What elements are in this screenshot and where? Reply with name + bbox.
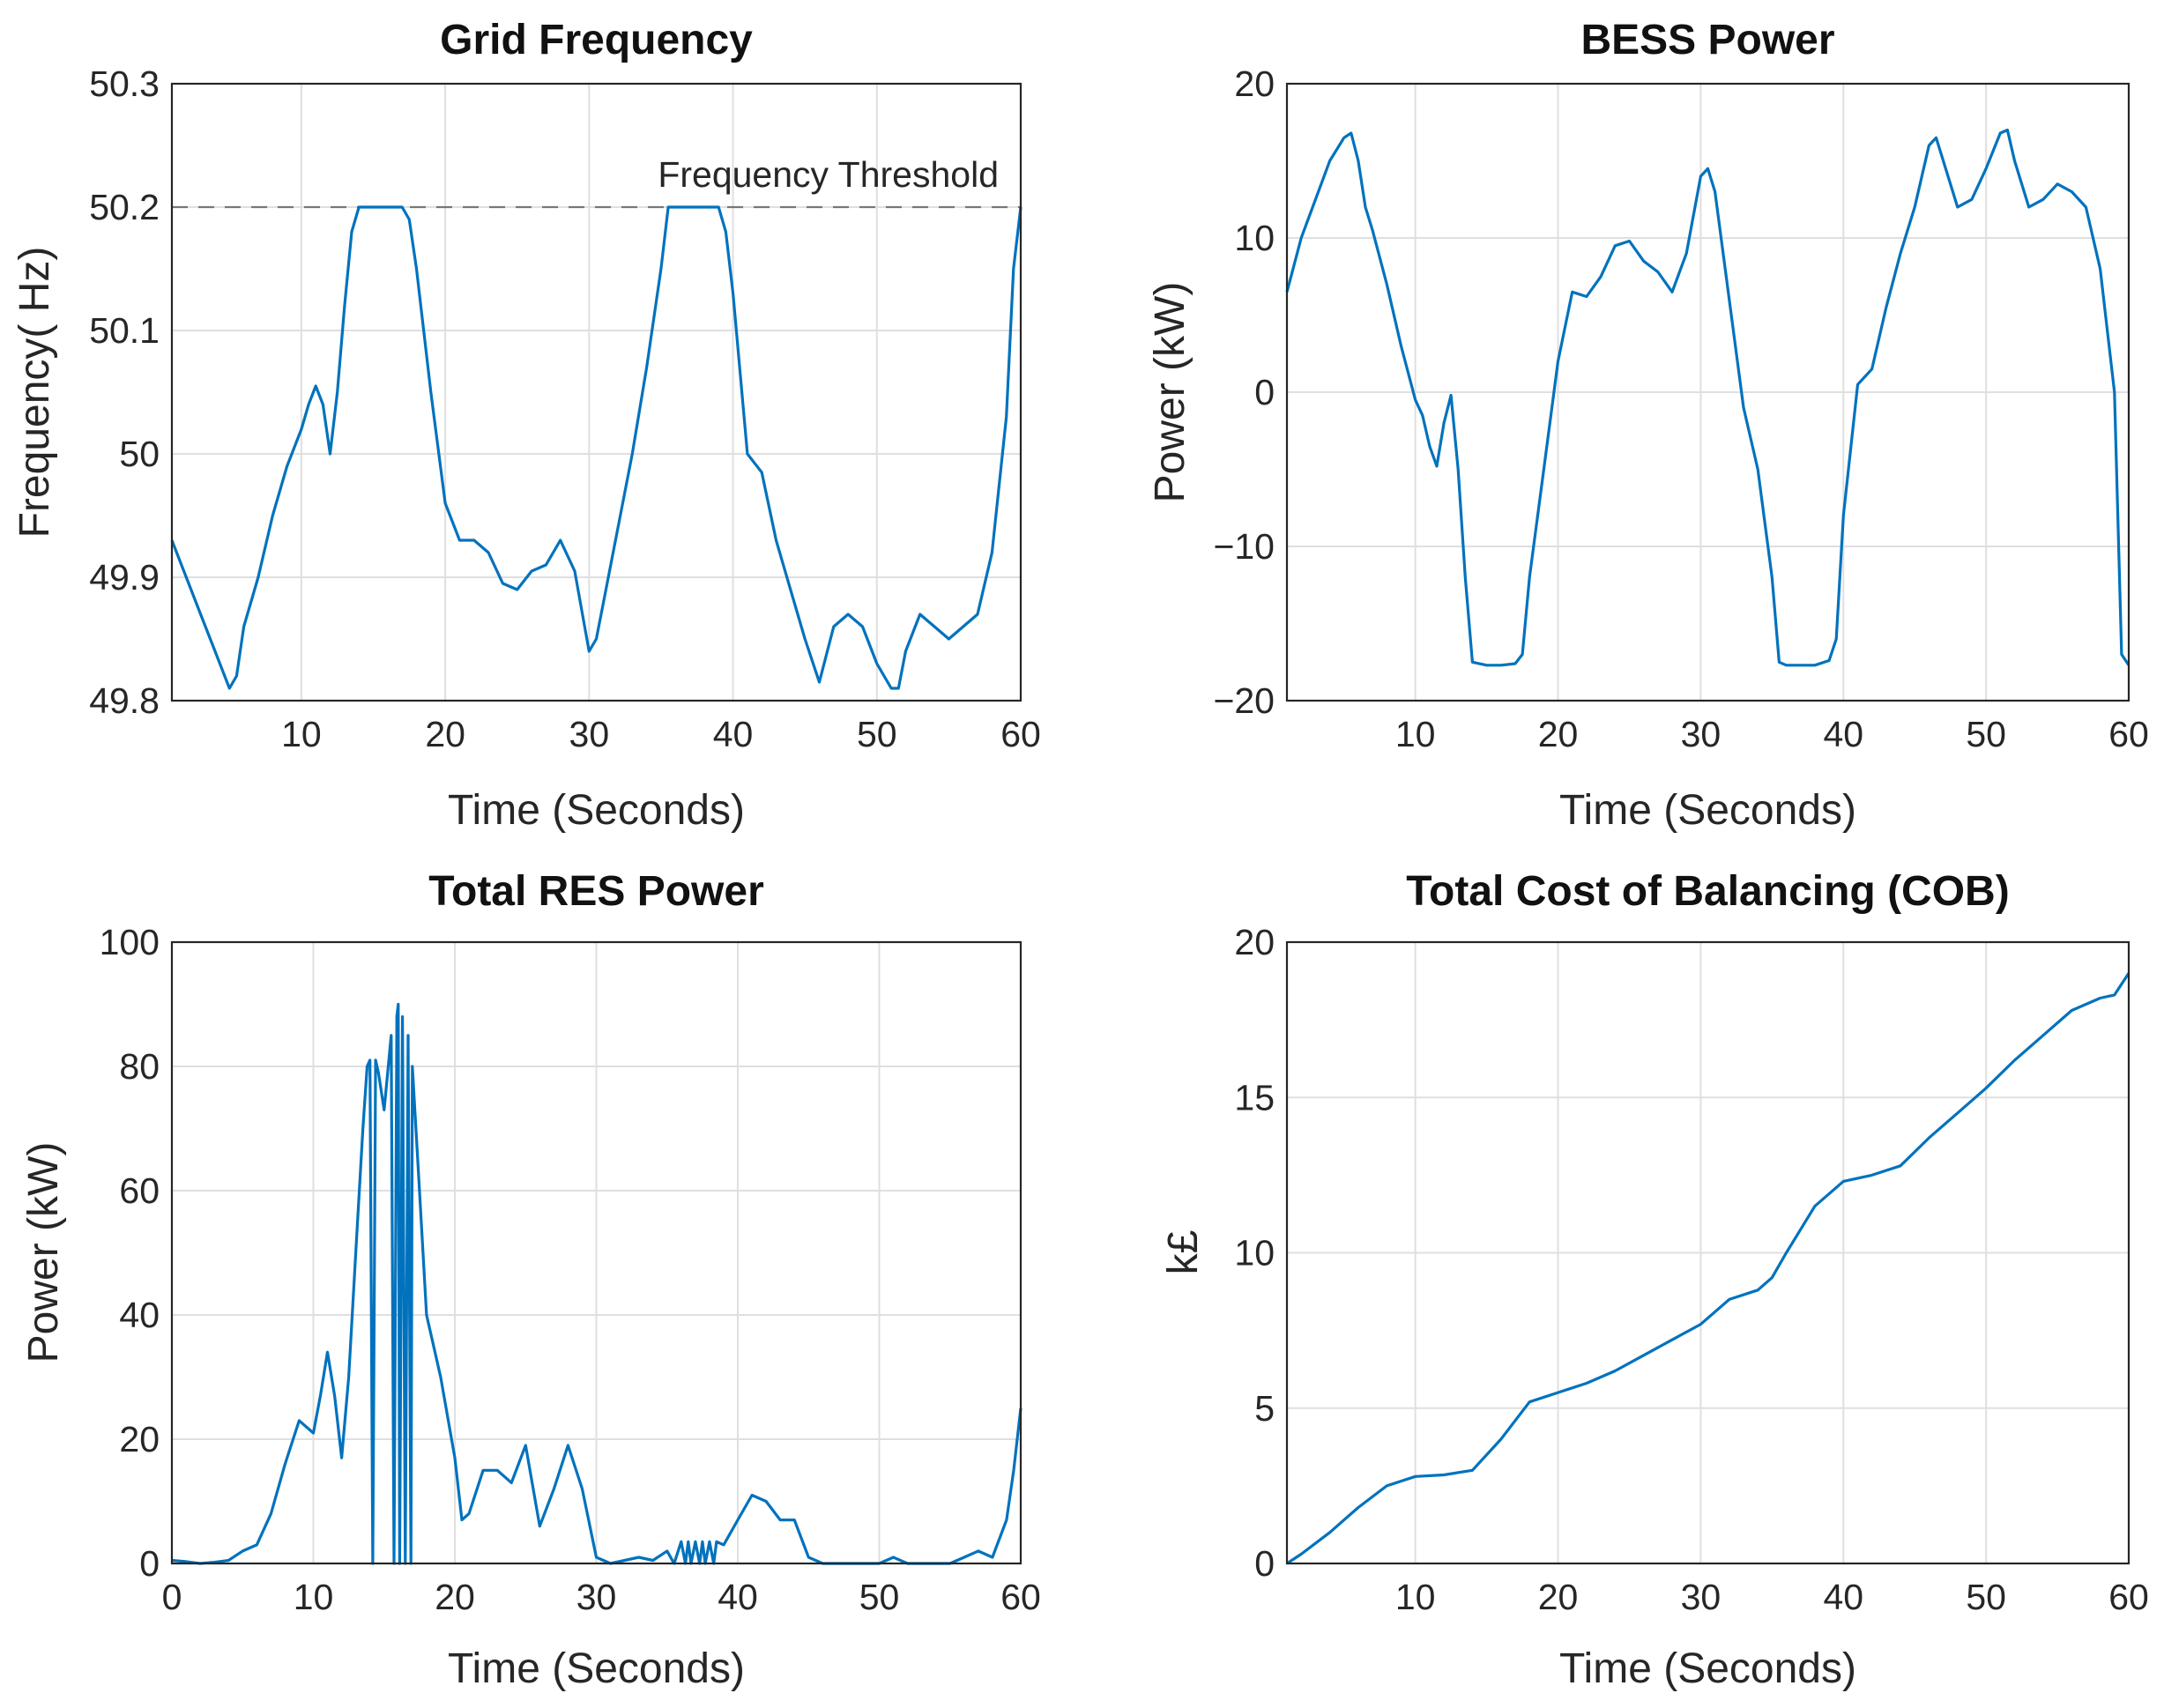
y-tick-label: 50.1 <box>89 310 160 351</box>
x-tick-label: 10 <box>294 1577 334 1617</box>
axes-frame <box>1285 940 2131 1565</box>
chart-title: Total Cost of Balancing (COB) <box>1406 868 2009 915</box>
x-tick-label: 0 <box>162 1577 182 1617</box>
chart-title: Grid Frequency <box>440 17 753 63</box>
y-tick-label: 100 <box>100 922 160 962</box>
y-tick-label: 50.2 <box>89 187 160 227</box>
panel-total-cost-of-balancing: Total Cost of Balancing (COB) 10 20 30 40 50… <box>1160 868 2149 1692</box>
y-axis-label: Power (kW) <box>1147 282 1194 503</box>
y-tick-label: 0 <box>139 1543 160 1584</box>
x-tick-label: 30 <box>576 1577 617 1617</box>
x-tick-label: 50 <box>859 1577 900 1617</box>
x-axis-label: Time (Seconds) <box>448 1645 745 1692</box>
y-tick-label: 20 <box>1234 63 1275 104</box>
grid-and-ticks: 10 20 30 40 50 60 49.8 49.9 50 50.1 50.2 50.3 <box>89 63 1041 754</box>
chart-title: BESS Power <box>1580 17 1834 63</box>
y-tick-label: 0 <box>1254 372 1275 412</box>
y-axis-label: k£ <box>1160 1230 1207 1275</box>
bess-power-series-line <box>1285 128 2131 667</box>
axes-frame <box>170 82 1023 702</box>
x-tick-label: 50 <box>857 714 897 754</box>
y-tick-label: 60 <box>119 1170 160 1211</box>
y-tick-label: 50 <box>119 434 160 474</box>
x-axis-label: Time (Seconds) <box>448 787 745 834</box>
frequency-series-line <box>170 205 1023 690</box>
panel-grid-frequency: Grid Frequency 10 20 30 40 50 60 49.8 49.9 50 50.… <box>11 17 1041 834</box>
y-tick-label: 49.8 <box>89 680 160 721</box>
chart-title: Total RES Power <box>428 868 764 915</box>
x-tick-label: 20 <box>425 714 465 754</box>
x-axis-label: Time (Seconds) <box>1559 1645 1856 1692</box>
y-tick-label: 0 <box>1254 1543 1275 1584</box>
y-tick-label: 49.9 <box>89 557 160 598</box>
cob-series-line <box>1286 972 2131 1565</box>
x-tick-label: 60 <box>1000 1577 1041 1617</box>
x-tick-label: 40 <box>713 714 754 754</box>
x-tick-label: 40 <box>718 1577 758 1617</box>
y-tick-label: 40 <box>119 1295 160 1335</box>
x-tick-label: 60 <box>1000 714 1041 754</box>
x-tick-label: 50 <box>1966 714 2006 754</box>
y-tick-label: −10 <box>1213 526 1275 567</box>
y-tick-label: 50.3 <box>89 63 160 104</box>
x-tick-label: 60 <box>2108 714 2149 754</box>
axes-frame <box>170 940 1023 1565</box>
y-axis-label: Frequency( Hz) <box>11 247 58 538</box>
x-tick-label: 10 <box>1395 1577 1436 1617</box>
x-tick-label: 10 <box>281 714 322 754</box>
y-tick-label: 20 <box>119 1419 160 1459</box>
panel-bess-power: BESS Power 10 20 30 40 50 60 −20 −10 0 10 20 Time … <box>1147 17 2149 834</box>
x-tick-label: 40 <box>1823 1577 1863 1617</box>
x-tick-label: 10 <box>1395 714 1436 754</box>
x-tick-label: 20 <box>435 1577 475 1617</box>
y-tick-label: 10 <box>1234 1233 1275 1274</box>
x-tick-label: 30 <box>1681 1577 1722 1617</box>
x-tick-label: 50 <box>1966 1577 2006 1617</box>
x-axis-label: Time (Seconds) <box>1559 787 1856 834</box>
panel-total-res-power: Total RES Power 0 10 20 30 40 50 60 0 20 40 60 80 10… <box>20 868 1041 1692</box>
x-tick-label: 20 <box>1538 714 1579 754</box>
x-tick-label: 30 <box>569 714 610 754</box>
y-axis-label: Power (kW) <box>20 1142 67 1363</box>
axes-frame <box>1285 82 2131 702</box>
y-tick-label: 80 <box>119 1046 160 1087</box>
x-tick-label: 40 <box>1823 714 1863 754</box>
y-tick-label: −20 <box>1213 680 1275 721</box>
x-tick-label: 20 <box>1538 1577 1579 1617</box>
y-tick-label: 20 <box>1234 922 1275 962</box>
y-tick-label: 15 <box>1234 1077 1275 1118</box>
threshold-label: Frequency Threshold <box>658 154 999 195</box>
x-tick-label: 60 <box>2108 1577 2149 1617</box>
y-tick-label: 10 <box>1234 218 1275 258</box>
y-tick-label: 5 <box>1254 1388 1275 1429</box>
x-tick-label: 30 <box>1681 714 1722 754</box>
